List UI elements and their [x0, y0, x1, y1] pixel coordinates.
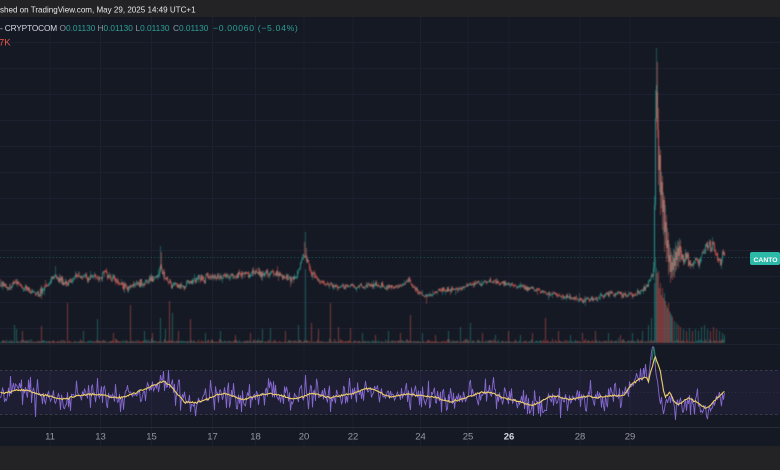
svg-text:22: 22 — [348, 432, 359, 443]
svg-text:7K: 7K — [0, 38, 11, 49]
svg-text:15: 15 — [146, 432, 157, 443]
svg-text:20: 20 — [299, 432, 310, 443]
svg-text:−0.00060 (−5.04%): −0.00060 (−5.04%) — [213, 23, 298, 33]
svg-text:28: 28 — [575, 432, 586, 443]
svg-text:25: 25 — [463, 432, 474, 443]
svg-text:O0.01130: O0.01130 — [60, 23, 96, 33]
svg-text:26: 26 — [504, 432, 515, 443]
svg-text:24: 24 — [415, 432, 426, 443]
svg-text:shed on TradingView.com, May 2: shed on TradingView.com, May 29, 2025 14… — [0, 6, 196, 15]
svg-text:- CRYPTOCOM: - CRYPTOCOM — [0, 23, 57, 33]
svg-text:L0.01130: L0.01130 — [136, 23, 170, 33]
svg-text:13: 13 — [95, 432, 106, 443]
svg-text:11: 11 — [45, 432, 55, 443]
svg-text:29: 29 — [625, 432, 636, 443]
svg-text:18: 18 — [250, 432, 261, 443]
svg-text:C0.01130: C0.01130 — [173, 23, 209, 33]
svg-text:17: 17 — [207, 432, 218, 443]
svg-text:CANTO: CANTO — [754, 257, 778, 264]
svg-text:H0.01130: H0.01130 — [98, 23, 134, 33]
